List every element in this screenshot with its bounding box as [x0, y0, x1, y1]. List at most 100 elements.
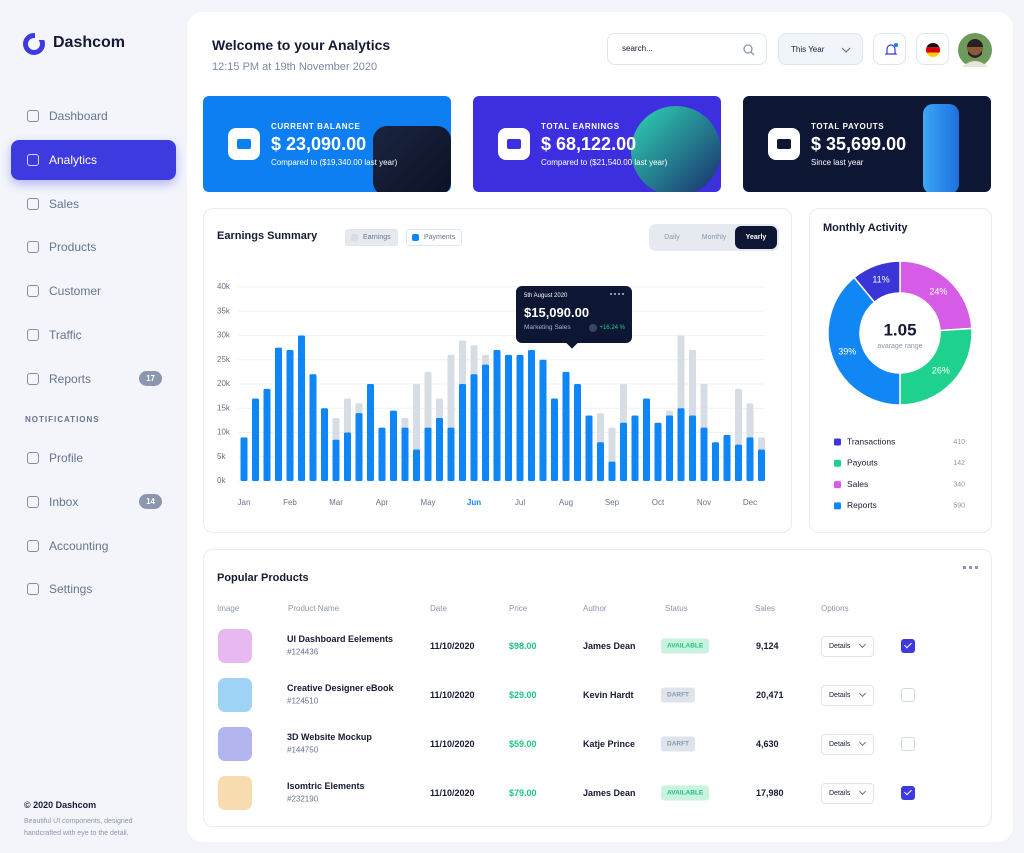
bar [378, 427, 386, 481]
tooltip-change-icon [589, 324, 597, 332]
stat-card: TOTAL EARNINGS $ 68,122.00 Compared to ($2… [473, 96, 721, 192]
nav-item[interactable]: Traffic [11, 315, 176, 355]
tab[interactable]: Daily [664, 234, 680, 241]
x-tick-label: Apr [376, 498, 389, 507]
chart-title: Earnings Summary [217, 230, 318, 242]
bar [620, 422, 627, 481]
bar [459, 384, 466, 481]
bar [746, 437, 754, 481]
bar [689, 415, 696, 481]
nav-badge: 17 [139, 371, 162, 387]
x-tick-label: Oct [652, 498, 665, 507]
bar [631, 415, 639, 481]
product-name: 3D Website Mockup [287, 732, 372, 742]
chevron [841, 47, 851, 53]
nav-item[interactable]: Profile [11, 438, 176, 478]
legend-count: 590 [953, 503, 965, 510]
nav-item[interactable]: Inbox 14 [11, 482, 176, 522]
tooltip-value: $15,090.00 [524, 305, 590, 320]
x-tick-label: Jul [515, 498, 525, 507]
nav-icon [27, 539, 39, 552]
period-label: This Year [791, 45, 825, 54]
product-author: Katje Prince [583, 739, 636, 749]
tab[interactable]: Monthly [701, 234, 727, 241]
options-label: Details [829, 741, 851, 748]
card-icon-glyph [237, 139, 251, 149]
avatar[interactable] [958, 33, 992, 67]
options-select[interactable]: Details [821, 734, 874, 755]
language-button[interactable] [916, 33, 949, 65]
row-checkbox[interactable] [901, 688, 915, 702]
bar [677, 408, 685, 481]
product-thumb [218, 629, 252, 663]
nav-item[interactable]: Dashboard [11, 96, 176, 136]
nav-item[interactable]: Analytics [11, 139, 176, 180]
y-tick-label: 15k [217, 403, 231, 412]
tab[interactable]: Yearly [735, 226, 777, 249]
bar [344, 432, 351, 481]
search-icon [743, 44, 755, 56]
nav-icon [27, 110, 39, 122]
nav-icon [27, 329, 39, 341]
nav-item[interactable]: Settings [11, 569, 176, 609]
product-author: James Dean [583, 641, 636, 651]
nav-label: Traffic [49, 328, 82, 342]
card-icon-glyph [507, 139, 521, 149]
card-decoration [923, 104, 959, 192]
row-checkbox[interactable] [901, 786, 915, 800]
nav-label: Accounting [49, 538, 109, 553]
bar [390, 410, 397, 481]
legend-chip[interactable]: Earnings [345, 229, 398, 246]
period-select[interactable]: This Year [778, 33, 863, 65]
bar [597, 442, 604, 481]
nav-item[interactable]: Accounting [11, 526, 176, 566]
table-title: Popular Products [217, 572, 309, 584]
bar [482, 364, 489, 481]
footer-text: Beautiful UI components, designed handcr… [24, 818, 133, 837]
tooltip: 5th August 2020 $15,090.00 Marketing Sales… [516, 286, 632, 349]
nav-label: Reports [49, 371, 92, 386]
options-select[interactable]: Details [821, 783, 874, 804]
bar [712, 442, 719, 481]
pie-slice [827, 276, 901, 406]
options-select[interactable]: Details [821, 685, 874, 706]
card-note: Since last year [811, 158, 864, 167]
slice-label: 24% [929, 287, 947, 297]
search-box[interactable]: search... [607, 33, 767, 65]
more-menu[interactable] [963, 566, 978, 569]
product-id: #124510 [287, 696, 319, 706]
tooltip-menu [610, 293, 624, 295]
bar [263, 388, 271, 481]
options-select[interactable]: Details [821, 636, 874, 657]
legend-label: Payouts [847, 458, 878, 468]
card-value: $ 23,090.00 [271, 134, 367, 154]
row-checkbox[interactable] [901, 737, 915, 751]
bar [413, 449, 420, 481]
y-tick-label: 35k [217, 306, 231, 315]
nav-icon [27, 241, 39, 254]
nav-icon [27, 197, 39, 210]
row-checkbox[interactable] [901, 639, 915, 653]
nav-item[interactable]: Reports 17 [11, 359, 176, 399]
bar [298, 335, 305, 481]
bar [654, 422, 662, 481]
legend-swatch [834, 459, 841, 467]
slice-label: 26% [932, 366, 950, 376]
bar [493, 350, 501, 481]
nav-item[interactable]: Sales [11, 184, 176, 224]
slice-label: 11% [872, 275, 889, 285]
bar [758, 449, 765, 481]
x-tick-label: Sep [605, 498, 620, 507]
legend-chip[interactable]: Payments [406, 229, 463, 246]
nav-item[interactable]: Products [11, 227, 176, 267]
column-header: Date [430, 604, 447, 613]
status-chip: DARFT [661, 736, 696, 752]
notifications-button[interactable] [873, 33, 906, 65]
slice-label: 39% [838, 346, 856, 356]
nav-item[interactable]: Customer [11, 271, 176, 311]
card-label: TOTAL EARNINGS [541, 122, 620, 131]
card-decoration [631, 106, 721, 192]
section-label: NOTIFICATIONS [25, 415, 100, 424]
y-tick-label: 0k [217, 476, 226, 485]
